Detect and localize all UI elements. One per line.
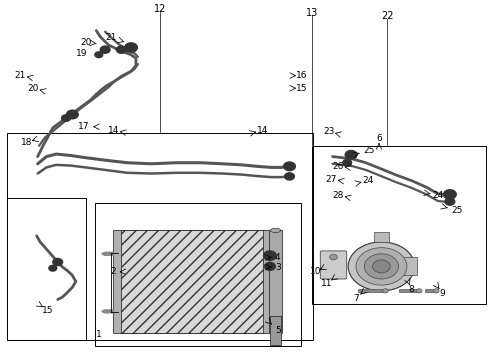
Circle shape [66, 110, 78, 119]
Text: 22: 22 [380, 11, 393, 21]
Text: 25: 25 [363, 146, 374, 155]
Text: 10: 10 [309, 267, 321, 276]
Bar [269, 230, 281, 333]
Text: 21: 21 [15, 71, 26, 80]
Text: 28: 28 [332, 191, 344, 199]
Bar [113, 230, 121, 333]
Bar [425, 289, 435, 292]
Circle shape [329, 254, 337, 260]
Text: 8: 8 [408, 285, 414, 294]
Circle shape [345, 150, 356, 159]
Circle shape [263, 251, 276, 260]
Circle shape [95, 52, 102, 58]
FancyArrow shape [102, 252, 113, 255]
Circle shape [342, 159, 351, 166]
Circle shape [116, 46, 126, 53]
Bar [270, 316, 280, 345]
Text: 2: 2 [110, 267, 116, 276]
Text: 27: 27 [325, 175, 337, 184]
Bar [373, 232, 388, 242]
Circle shape [284, 173, 294, 180]
Bar [398, 289, 418, 292]
Text: 20: 20 [80, 38, 91, 47]
Text: 26: 26 [332, 162, 344, 171]
Text: 11: 11 [320, 279, 332, 288]
Text: 25: 25 [450, 206, 462, 215]
FancyArrow shape [102, 310, 113, 313]
Text: 23: 23 [322, 127, 334, 136]
Bar [7, 133, 312, 340]
Circle shape [364, 254, 398, 279]
Bar [263, 230, 270, 333]
Text: 9: 9 [439, 289, 445, 298]
Text: 16: 16 [296, 71, 307, 80]
Circle shape [124, 43, 137, 52]
Bar [7, 198, 85, 340]
Bar [95, 203, 300, 346]
Text: 21: 21 [105, 33, 117, 42]
Circle shape [432, 289, 438, 293]
Text: 17: 17 [78, 122, 90, 131]
Text: 4: 4 [274, 253, 280, 262]
Text: 24: 24 [431, 191, 443, 199]
Circle shape [100, 46, 110, 53]
Text: 6: 6 [375, 134, 381, 143]
Circle shape [382, 289, 387, 293]
Text: 19: 19 [76, 49, 88, 58]
Circle shape [283, 162, 295, 171]
Circle shape [415, 289, 421, 293]
Text: 3: 3 [274, 263, 280, 271]
Text: 20: 20 [27, 84, 39, 93]
Circle shape [355, 248, 406, 285]
Circle shape [444, 198, 454, 205]
Text: 14: 14 [107, 126, 119, 135]
Circle shape [443, 190, 455, 199]
Circle shape [61, 115, 70, 121]
Text: 13: 13 [305, 8, 318, 18]
Circle shape [49, 265, 57, 271]
Text: 15: 15 [42, 306, 54, 315]
Bar [358, 289, 385, 292]
Text: 24: 24 [361, 176, 373, 185]
Text: 7: 7 [352, 294, 358, 302]
Ellipse shape [270, 228, 280, 233]
FancyBboxPatch shape [320, 251, 346, 279]
Bar [311, 146, 485, 304]
Circle shape [347, 242, 414, 291]
Text: 5: 5 [274, 326, 280, 335]
Bar [398, 257, 416, 275]
Text: 15: 15 [296, 84, 307, 93]
Circle shape [372, 260, 389, 273]
Text: 14: 14 [257, 126, 268, 135]
Circle shape [53, 258, 62, 266]
Bar [120, 230, 264, 333]
Text: 1: 1 [96, 330, 102, 338]
Text: 12: 12 [154, 4, 166, 14]
Circle shape [264, 262, 275, 270]
Text: 18: 18 [21, 138, 33, 147]
